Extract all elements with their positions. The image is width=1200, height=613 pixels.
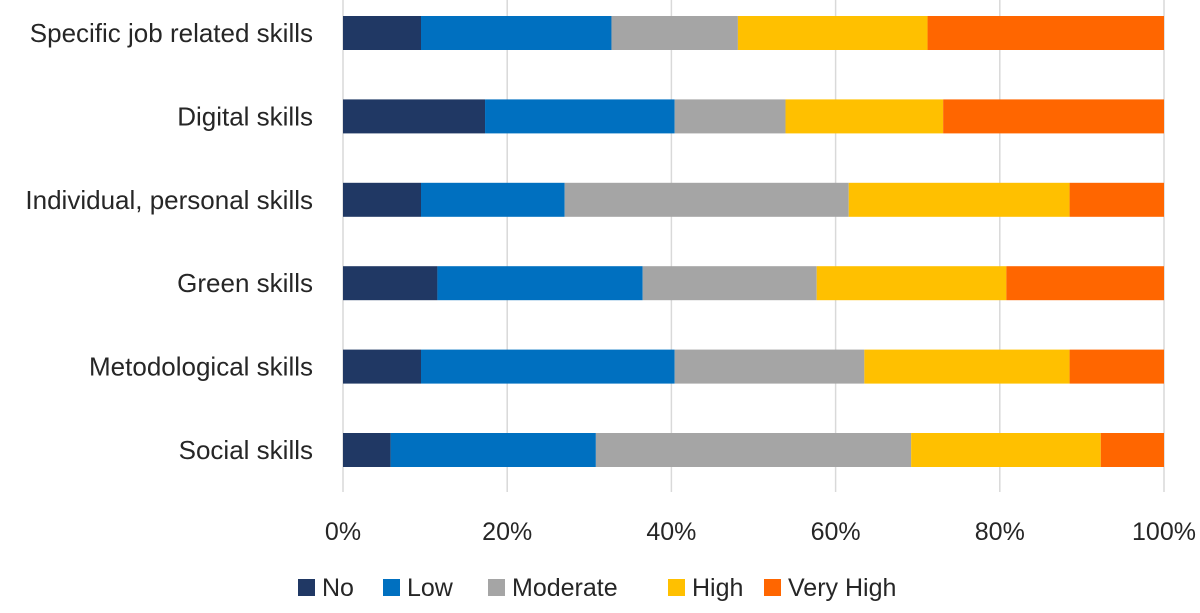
- bar-segment-low: [437, 266, 643, 301]
- bar-segment-no: [343, 266, 438, 301]
- bar-segment-high: [737, 16, 928, 50]
- bar-segment-moderate: [674, 99, 786, 134]
- bar-segment-low: [390, 433, 596, 467]
- category-label: Social skills: [179, 435, 313, 465]
- bar-segment-high: [785, 99, 944, 134]
- category-labels: Specific job related skills Digital skill…: [25, 18, 313, 465]
- legend-swatch: [298, 579, 315, 596]
- x-tick-label: 60%: [811, 518, 861, 546]
- bar-segment-high: [848, 182, 1070, 217]
- legend-swatch: [668, 579, 685, 596]
- x-tick-label: 80%: [975, 518, 1025, 546]
- legend-label: No: [322, 574, 354, 602]
- legend-label: Moderate: [512, 574, 618, 602]
- category-label: Specific job related skills: [30, 18, 313, 48]
- bar-segment-high: [911, 433, 1101, 467]
- bar-segment-low: [420, 182, 565, 217]
- x-tick-label: 20%: [482, 518, 532, 546]
- legend: No Low Moderate High Very High: [298, 574, 896, 602]
- x-tick-label: 0%: [325, 518, 361, 546]
- bar-segment-no: [343, 182, 421, 217]
- bar-segment-high: [864, 349, 1070, 384]
- bar-segment-no: [343, 349, 421, 384]
- bar-segment-low: [485, 99, 675, 134]
- category-label: Metodological skills: [89, 352, 313, 382]
- bar-segment-moderate: [674, 349, 865, 384]
- x-axis-ticks: 0% 20% 40% 60% 80% 100%: [325, 518, 1196, 546]
- bar-segment-very-high: [1069, 182, 1164, 217]
- legend-swatch: [764, 579, 781, 596]
- bar-segment-low: [420, 16, 612, 50]
- legend-swatch: [383, 579, 400, 596]
- bar-segment-very-high: [1100, 433, 1164, 467]
- legend-label: Very High: [788, 574, 896, 602]
- bar-segment-moderate: [595, 433, 912, 467]
- bar-segment-very-high: [1006, 266, 1164, 301]
- x-tick-label: 40%: [646, 518, 696, 546]
- bar-segment-moderate: [611, 16, 738, 50]
- bar-segment-no: [343, 433, 391, 467]
- bar-segment-very-high: [943, 99, 1164, 134]
- bar-segment-high: [816, 266, 1007, 301]
- bars: [343, 16, 1164, 467]
- legend-label: Low: [407, 574, 454, 602]
- bar-segment-no: [343, 16, 421, 50]
- category-label: Digital skills: [177, 101, 313, 131]
- legend-swatch: [488, 579, 505, 596]
- x-tick-label: 100%: [1132, 518, 1196, 546]
- bar-segment-very-high: [927, 16, 1164, 50]
- legend-label: High: [692, 574, 743, 602]
- bar-segment-moderate: [564, 182, 849, 217]
- bar-segment-moderate: [642, 266, 817, 301]
- category-label: Individual, personal skills: [25, 185, 313, 215]
- category-label: Green skills: [177, 268, 313, 298]
- bar-segment-low: [420, 349, 675, 384]
- bar-segment-very-high: [1069, 349, 1164, 384]
- bar-segment-no: [343, 99, 486, 134]
- gridlines: [342, 0, 1165, 492]
